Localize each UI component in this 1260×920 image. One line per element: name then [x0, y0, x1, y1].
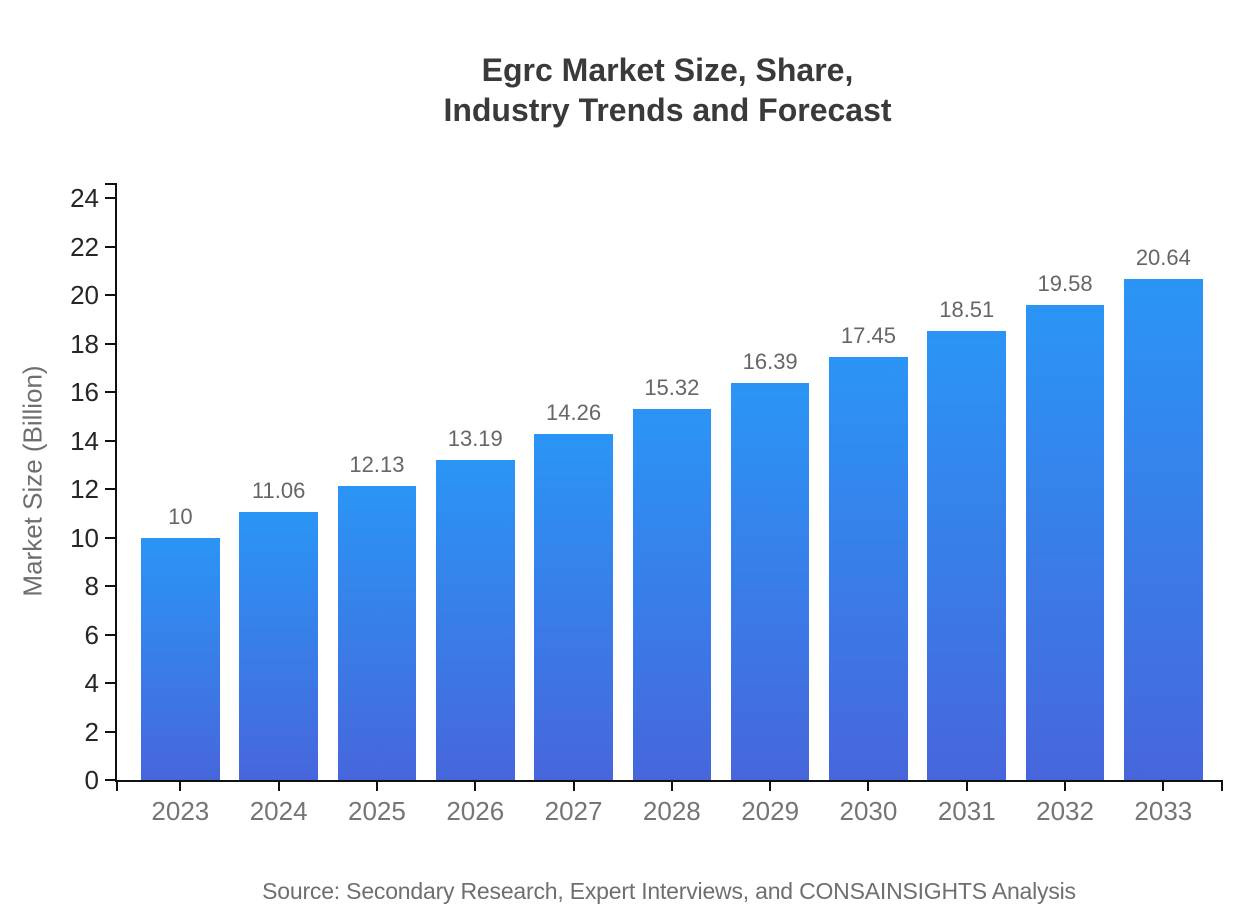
y-tick-label: 2 — [84, 716, 99, 747]
y-tick-label: 18 — [70, 328, 99, 359]
bar — [337, 485, 417, 780]
x-tick-mark — [1064, 780, 1067, 791]
y-tick-mark — [105, 342, 115, 345]
bar — [1025, 305, 1105, 780]
y-tick-label: 8 — [84, 571, 99, 601]
x-tick-mark — [769, 780, 772, 791]
y-tick-mark — [105, 730, 115, 733]
x-tick-label: 2032 — [1036, 796, 1094, 826]
bar-value-label: 10 — [168, 503, 193, 529]
x-tick-mark — [670, 780, 673, 791]
y-tick-mark — [105, 779, 115, 781]
chart-title: Egrc Market Size, Share, Industry Trends… — [115, 50, 1220, 130]
bar — [829, 356, 908, 780]
x-tick-mark — [375, 780, 378, 791]
x-tick-mark — [1162, 780, 1165, 791]
bar — [927, 331, 1007, 780]
y-axis-end-tick — [105, 183, 115, 185]
x-tick-label: 2027 — [544, 796, 603, 826]
y-tick-mark — [105, 439, 115, 442]
bar — [632, 408, 712, 780]
y-tick-label: 20 — [70, 280, 99, 310]
bar — [1124, 279, 1203, 780]
y-tick-label: 12 — [70, 474, 99, 504]
y-tick-mark — [105, 682, 115, 684]
y-tick-label: 14 — [70, 425, 99, 456]
bar-value-label: 17.45 — [840, 322, 896, 348]
y-tick-label: 24 — [70, 183, 99, 213]
bar-value-label: 11.06 — [251, 477, 306, 503]
x-tick-label: 2033 — [1134, 796, 1193, 826]
x-tick-label: 2024 — [249, 796, 308, 826]
chart-title-line-1: Egrc Market Size, Share, — [481, 52, 854, 88]
y-tick-label: 16 — [70, 377, 99, 407]
bar — [435, 460, 515, 780]
x-tick-label: 2023 — [151, 796, 210, 826]
y-tick-mark — [105, 294, 115, 296]
chart-title-line-2: Industry Trends and Forecast — [443, 92, 892, 128]
y-tick-label: 0 — [84, 765, 99, 795]
x-tick-mark — [867, 780, 870, 791]
x-tick-mark — [474, 780, 477, 791]
y-tick-mark — [105, 488, 115, 490]
y-tick-label: 22 — [70, 231, 99, 262]
x-axis-end-tick — [1221, 780, 1223, 791]
y-tick-mark — [105, 197, 115, 199]
bar-value-label: 19.58 — [1037, 271, 1093, 297]
bar-value-label: 12.13 — [349, 451, 405, 477]
bar-value-label: 13.19 — [447, 426, 503, 452]
x-axis-origin-tick — [116, 780, 118, 791]
x-tick-label: 2031 — [937, 796, 996, 826]
y-tick-mark — [105, 585, 115, 587]
bar-value-label: 14.26 — [546, 400, 602, 426]
y-tick-mark — [105, 245, 115, 248]
x-tick-mark — [572, 780, 575, 791]
y-tick-label: 10 — [70, 522, 99, 553]
y-tick-mark — [105, 536, 115, 539]
bar-value-label: 20.64 — [1135, 245, 1191, 271]
plot-area: 0 2 4 6 8 10 12 14 16 18 20 22 24 10 2023 11.06 2024 12.1… — [70, 183, 1223, 826]
y-tick-mark — [105, 391, 115, 393]
x-tick-label: 2026 — [446, 796, 505, 826]
bar — [239, 511, 318, 780]
y-tick-label: 4 — [84, 668, 99, 698]
x-tick-label: 2028 — [642, 796, 701, 826]
y-tick-mark — [105, 633, 115, 636]
bar-value-label: 16.39 — [742, 348, 798, 374]
x-tick-label: 2025 — [348, 796, 406, 826]
x-tick-label: 2029 — [741, 796, 800, 826]
x-tick-mark — [965, 780, 968, 791]
bar-value-label: 18.51 — [939, 297, 995, 323]
bar-value-label: 15.32 — [644, 374, 700, 400]
x-tick-label: 2030 — [839, 796, 898, 826]
x-tick-mark — [179, 780, 182, 791]
bar — [534, 434, 613, 780]
bar — [730, 382, 810, 780]
bar — [141, 537, 220, 780]
x-tick-mark — [277, 780, 280, 791]
source-note: Source: Secondary Research, Expert Inter… — [262, 878, 1076, 904]
y-tick-label: 6 — [84, 619, 99, 650]
